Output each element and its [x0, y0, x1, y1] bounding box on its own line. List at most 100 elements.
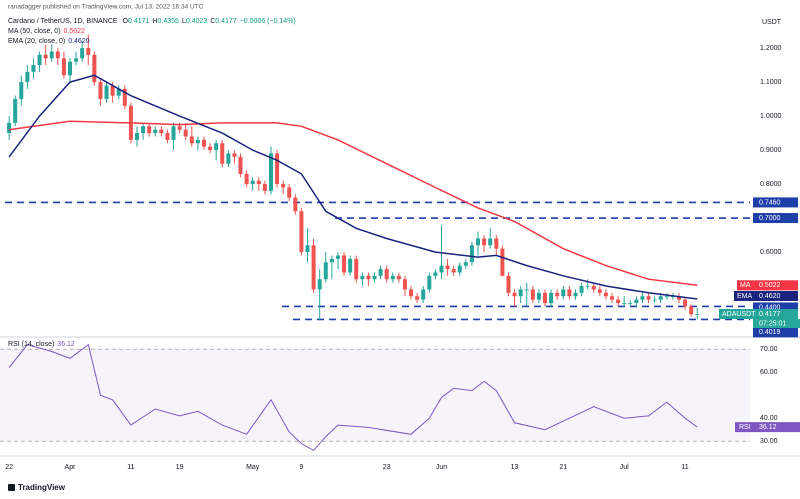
candle-body — [354, 258, 359, 280]
candle-body — [220, 143, 225, 164]
candle-body — [7, 122, 12, 134]
x-tick-label: 13 — [511, 464, 519, 471]
rsi-label-value: 36.12 — [759, 424, 777, 431]
legend-ma: MA (50, close, 0) 0.5022 — [8, 27, 88, 37]
candle-body — [384, 269, 389, 280]
candle-body — [402, 279, 407, 290]
candle-body — [31, 65, 36, 72]
candle-body — [616, 299, 621, 304]
candle-body — [110, 85, 115, 96]
candle-body — [74, 58, 79, 62]
candle-body — [482, 238, 487, 246]
y-tick-label: 1.0000 — [760, 113, 782, 120]
candle-body — [195, 139, 200, 144]
candle-body — [19, 82, 24, 100]
candle-body — [68, 61, 72, 76]
ma-label-box — [737, 280, 798, 291]
y-tick-label: 0.8000 — [760, 181, 782, 188]
x-tick-label: Apr — [65, 464, 77, 471]
candle-body — [275, 153, 280, 185]
quote-value: 0.4355 — [157, 18, 179, 25]
rsi-tick-label: 40.00 — [760, 415, 778, 422]
candle-body — [658, 296, 663, 300]
last-price-name: ADAUSDT — [722, 311, 756, 318]
rsi-label-box — [735, 422, 800, 433]
candle-body — [92, 54, 97, 83]
candle-body — [597, 289, 602, 293]
rsi-name: RSI (14, close) — [8, 341, 55, 348]
level-label-value: 0.4019 — [759, 329, 781, 336]
candle-body — [695, 314, 700, 315]
candle-body — [372, 275, 377, 280]
quote-value: 0.4171 — [128, 18, 150, 25]
level-label-box — [753, 197, 798, 208]
candle-body — [469, 245, 474, 263]
candle-body — [104, 85, 109, 100]
candle-body — [634, 299, 639, 304]
candle-body — [214, 143, 219, 151]
candle-body — [506, 275, 511, 293]
candle-body — [536, 292, 541, 300]
ema-label-name: EMA — [737, 293, 753, 300]
y-tick-label: 0.6000 — [760, 249, 782, 256]
candle-body — [640, 296, 645, 300]
countdown-box — [753, 319, 800, 329]
candle-body — [488, 238, 493, 246]
rsi-tick-label: 60.00 — [760, 369, 778, 376]
candle-body — [689, 306, 694, 315]
footer: TradingView — [18, 483, 66, 492]
legend-ema: EMA (20, close, 0) 0.4620 — [8, 37, 93, 47]
candle-body — [183, 129, 188, 137]
candle-body — [25, 71, 30, 83]
ema-label-box — [734, 290, 798, 301]
candle-body — [360, 275, 365, 280]
quote-letter: L — [181, 18, 186, 25]
level-label-box — [753, 302, 798, 313]
candle-body — [610, 296, 615, 300]
rsi-band — [0, 349, 750, 442]
candle-body — [500, 248, 505, 276]
candle-body — [573, 292, 578, 297]
candle-body — [311, 245, 316, 290]
candle-body — [421, 289, 426, 300]
x-tick-label: 9 — [299, 464, 303, 471]
last-price-box — [719, 309, 798, 320]
candle-body — [683, 299, 688, 307]
x-tick-label: Jul — [620, 464, 629, 471]
candle-body — [98, 82, 103, 100]
candle-body — [451, 269, 456, 273]
quote-value: 0.4023 — [185, 18, 208, 25]
level-label-value: 0.7460 — [759, 199, 781, 206]
candle-body — [427, 275, 432, 290]
candle-body — [208, 146, 213, 151]
ma-value: 0.5022 — [63, 28, 85, 35]
candle-body — [134, 133, 139, 140]
candle-body — [652, 299, 657, 301]
candle-body — [445, 265, 450, 270]
rsi-line — [8, 343, 698, 452]
y-tick-label: 1.1000 — [760, 79, 782, 86]
candle-body — [226, 153, 231, 164]
x-tick-label: 23 — [383, 464, 391, 471]
legend-main: Cardano / TetherUS, 1D, BINANCE O0.4171 H… — [8, 17, 299, 27]
candle-body — [299, 211, 304, 253]
x-tick-label: 19 — [176, 464, 184, 471]
candle-body — [396, 275, 401, 280]
candle-body — [603, 292, 608, 297]
candle-body — [189, 136, 194, 144]
candle-body — [530, 289, 535, 300]
x-tick-label: 21 — [559, 464, 567, 471]
candle-body — [55, 51, 60, 59]
candle-body — [268, 153, 273, 191]
rsi-tick-label: 30.00 — [760, 438, 778, 445]
quote-value: 0.4177 — [215, 18, 237, 25]
candle-body — [37, 54, 42, 66]
logo — [8, 484, 15, 491]
candle-body — [524, 289, 529, 291]
symbol-title: Cardano / TetherUS, 1D, BINANCE — [8, 18, 118, 25]
candle-body — [329, 258, 334, 263]
candle-body — [378, 269, 383, 276]
candle-body — [476, 238, 481, 246]
x-tick-label: 11 — [127, 464, 134, 471]
